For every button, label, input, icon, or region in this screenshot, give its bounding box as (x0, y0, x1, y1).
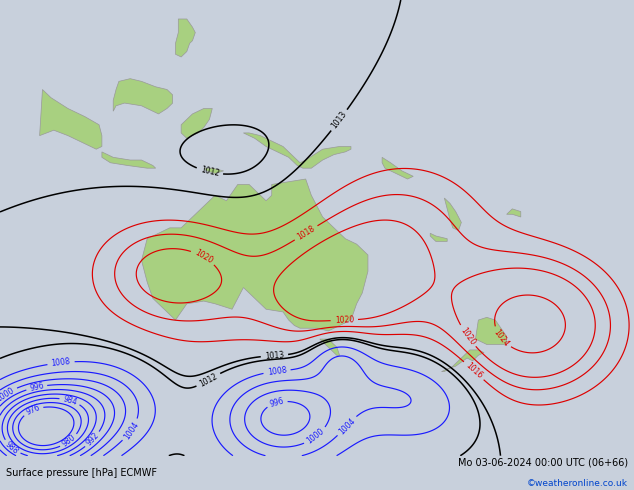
Text: 1000: 1000 (0, 386, 16, 403)
Text: 988: 988 (3, 440, 20, 456)
Text: ©weatheronline.co.uk: ©weatheronline.co.uk (527, 479, 628, 488)
Text: 980: 980 (61, 433, 77, 449)
Text: 1012: 1012 (198, 371, 219, 389)
Text: 1020: 1020 (458, 325, 477, 346)
Text: 1008: 1008 (51, 357, 71, 368)
Text: 1012: 1012 (199, 166, 220, 178)
Text: Mo 03-06-2024 00:00 UTC (06+66): Mo 03-06-2024 00:00 UTC (06+66) (458, 458, 628, 468)
Polygon shape (476, 318, 507, 344)
Text: 1020: 1020 (335, 315, 354, 325)
Polygon shape (507, 209, 521, 217)
Polygon shape (113, 79, 172, 114)
Polygon shape (204, 168, 224, 173)
Text: 996: 996 (269, 396, 285, 409)
Polygon shape (430, 233, 447, 242)
Polygon shape (102, 152, 156, 168)
Text: 1004: 1004 (122, 419, 140, 441)
Text: 992: 992 (84, 431, 101, 448)
Polygon shape (382, 157, 413, 179)
Text: 976: 976 (25, 403, 42, 417)
Polygon shape (444, 198, 462, 231)
Text: 1020: 1020 (193, 248, 214, 266)
Text: 984: 984 (61, 394, 78, 407)
Text: 1024: 1024 (491, 327, 510, 348)
Text: 1008: 1008 (267, 366, 287, 377)
Polygon shape (320, 339, 340, 355)
Text: Surface pressure [hPa] ECMWF: Surface pressure [hPa] ECMWF (6, 468, 157, 478)
Polygon shape (181, 108, 212, 138)
Text: 1016: 1016 (463, 361, 484, 381)
Text: 1000: 1000 (306, 427, 327, 446)
Polygon shape (176, 19, 195, 57)
Polygon shape (441, 350, 484, 371)
Text: 1013: 1013 (330, 110, 349, 130)
Text: 1004: 1004 (337, 416, 357, 436)
Polygon shape (141, 179, 368, 331)
Text: 1018: 1018 (295, 224, 316, 242)
Polygon shape (243, 133, 351, 168)
Polygon shape (39, 90, 102, 149)
Text: 996: 996 (29, 381, 45, 393)
Text: 1013: 1013 (264, 350, 285, 361)
